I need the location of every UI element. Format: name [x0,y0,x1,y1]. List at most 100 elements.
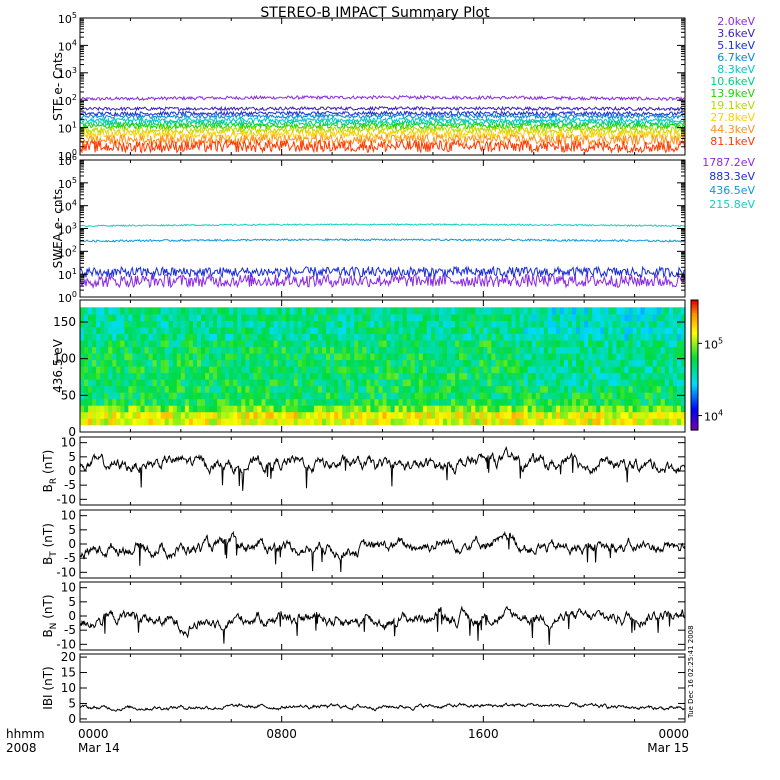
heatmap-cell [572,307,577,315]
heatmap-cell [515,352,521,361]
heatmap-cell [475,392,480,400]
heatmap-cell [233,398,238,406]
heatmap-cell [539,385,545,393]
heatmap-cell [503,379,509,387]
heatmap-cell [334,333,339,341]
heatmap-cell [326,333,331,341]
heatmap-cell [205,307,210,315]
heatmap-cell [479,339,484,348]
heatmap-cell [551,411,557,419]
heatmap-cell [297,372,303,380]
heatmap-cell [402,392,408,400]
heatmap-cell [668,320,674,328]
heatmap-cell [346,372,351,380]
heatmap-cell [172,346,178,354]
heatmap-cell [136,307,142,315]
heatmap-cell [438,405,444,413]
heatmap-cell [576,405,581,413]
heatmap-cell [108,372,113,380]
heatmap-cell [406,346,412,354]
heatmap-cell [225,366,230,374]
heatmap-cell [539,372,545,380]
heatmap-cell [160,398,166,406]
heatmap-cell [144,366,150,374]
heatmap-cell [564,418,569,426]
heatmap-cell [402,359,408,367]
heatmap-cell [205,346,210,354]
heatmap-cell [648,398,654,406]
heatmap-cell [297,418,303,426]
colorbar-cell [691,401,698,405]
heatmap-cell [378,398,384,406]
heatmap-cell [676,385,682,393]
heatmap-cell [672,418,678,426]
heatmap-cell [527,346,533,354]
heatmap-cell [172,352,178,361]
heatmap-cell [196,326,202,335]
heatmap-cell [128,392,134,400]
y-tick-label: 10 [61,581,76,595]
colorbar-cell [691,406,698,409]
heatmap-cell [305,372,311,380]
heatmap-cell [112,359,117,367]
heatmap-cell [648,333,654,341]
heatmap-cell [289,320,295,328]
heatmap-cell [289,339,295,348]
heatmap-cell [338,398,343,406]
heatmap-cell [620,392,626,400]
heatmap-cell [495,405,501,413]
heatmap-cell [600,359,605,367]
heatmap-cell [196,352,202,361]
heatmap-cell [624,333,630,341]
heatmap-cell [547,346,553,354]
heatmap-cell [386,333,392,341]
y-tick-label: 106 [58,153,77,168]
heatmap-cell [568,352,573,361]
heatmap-cell [152,313,158,321]
heatmap-cell [511,392,517,400]
heatmap-cell [479,372,484,380]
heatmap-cell [568,339,573,348]
heatmap-cell [507,405,513,413]
heatmap-cell [309,372,315,380]
heatmap-cell [277,333,283,341]
y-tick-label: -10 [56,565,76,579]
heatmap-cell [148,392,154,400]
heatmap-cell [390,313,396,321]
heatmap-cell [410,385,416,393]
heatmap-cell [511,359,517,367]
heatmap-cell [491,307,497,315]
heatmap-cell [350,359,355,367]
heatmap-cell [96,352,101,361]
heatmap-cell [201,326,206,335]
heatmap-cell [144,307,150,315]
heatmap-cell [180,398,186,406]
heatmap-cell [140,307,146,315]
heatmap-cell [293,398,299,406]
heatmap-cell [245,339,250,348]
heatmap-cell [551,326,557,335]
legend-ste-13.9keV: 13.9keV [710,87,755,100]
heatmap-cell [414,352,420,361]
heatmap-cell [192,352,198,361]
heatmap-cell [604,379,609,387]
heatmap-cell [628,320,634,328]
heatmap-cell [326,346,331,354]
heatmap-cell [172,320,178,328]
heatmap-cell [245,326,250,335]
heatmap-cell [632,307,638,315]
heatmap-cell [108,326,113,335]
heatmap-cell [443,326,448,335]
colorbar-cell [691,328,698,331]
heatmap-cell [430,405,436,413]
heatmap-cell [96,372,101,380]
heatmap-cell [523,385,529,393]
heatmap-cell [354,352,359,361]
heatmap-cell [241,372,246,380]
heatmap-cell [120,307,125,315]
heatmap-cell [499,346,505,354]
heatmap-cell [92,333,97,341]
heatmap-cell [160,372,166,380]
heatmap-cell [576,307,581,315]
heatmap-cell [402,313,408,321]
